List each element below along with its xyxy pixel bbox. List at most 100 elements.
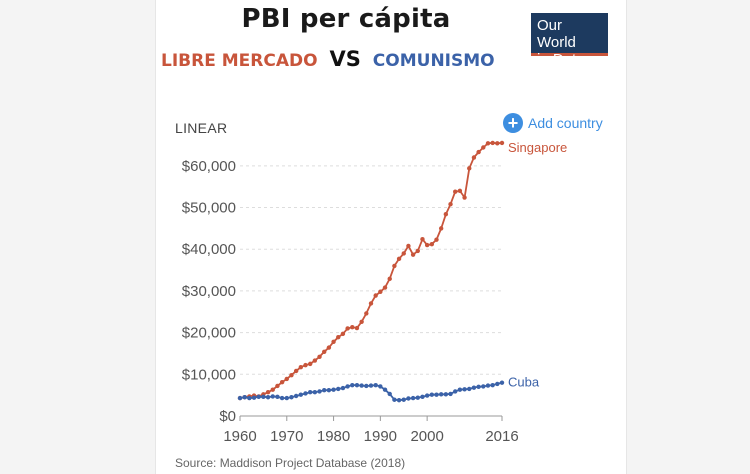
data-point-singapore (396, 256, 402, 262)
data-point-cuba (495, 381, 500, 387)
data-point-singapore (265, 390, 271, 395)
data-point-singapore (481, 145, 486, 150)
data-point-cuba (279, 395, 285, 401)
data-point-singapore (373, 293, 378, 298)
data-point-singapore (392, 263, 397, 269)
scale-toggle[interactable]: LINEAR (175, 120, 228, 136)
data-point-singapore (471, 155, 477, 160)
data-point-singapore (275, 383, 280, 389)
data-point-singapore (270, 387, 275, 392)
data-point-cuba (396, 397, 402, 403)
data-point-singapore (368, 301, 374, 306)
chart-title: PBI per cápita (241, 4, 451, 34)
data-point-singapore (331, 339, 336, 344)
data-point-singapore (424, 242, 430, 248)
owid-logo[interactable]: Our World in Data (531, 13, 608, 68)
data-point-cuba (485, 383, 491, 388)
data-point-cuba (242, 395, 247, 400)
data-point-cuba (289, 395, 294, 400)
data-point-singapore (401, 251, 406, 256)
data-point-singapore (499, 140, 505, 146)
data-point-singapore (317, 354, 322, 359)
data-point-cuba (298, 392, 304, 397)
data-point-singapore (345, 326, 350, 331)
data-point-cuba (457, 387, 463, 392)
data-point-cuba (322, 387, 327, 393)
data-point-cuba (420, 394, 425, 400)
data-point-cuba (392, 397, 397, 402)
data-point-cuba (293, 393, 299, 399)
data-point-cuba (326, 387, 332, 393)
data-point-cuba (340, 385, 346, 391)
data-point-cuba (415, 395, 420, 400)
data-point-singapore (378, 289, 383, 294)
source-note: Source: Maddison Project Database (2018) (175, 456, 406, 470)
data-point-singapore (406, 243, 411, 249)
data-point-singapore (495, 141, 500, 146)
data-point-cuba (359, 383, 364, 388)
data-point-singapore (312, 358, 318, 363)
data-point-singapore (359, 319, 364, 324)
y-tick-label: $30,000 (182, 283, 236, 300)
data-point-cuba (378, 384, 383, 389)
y-tick-label: $0 (219, 408, 236, 425)
data-point-cuba (265, 395, 271, 400)
data-point-cuba (467, 386, 472, 392)
data-point-cuba (410, 395, 416, 401)
add-country-button[interactable]: + Add country (503, 112, 603, 134)
data-point-singapore (279, 380, 285, 385)
y-tick-label: $20,000 (182, 325, 236, 342)
data-point-cuba (401, 397, 406, 402)
data-point-cuba (336, 386, 341, 392)
chart-card: PBI per cápita LIBRE MERCADO VS COMUNISM… (155, 0, 627, 474)
x-tick-label: 1960 (223, 428, 256, 445)
subtitle-vs: VS (329, 47, 361, 71)
data-point-cuba (270, 394, 275, 399)
add-country-label: Add country (528, 115, 603, 131)
x-tick-label: 1990 (364, 428, 397, 445)
data-point-cuba (476, 384, 481, 390)
data-point-singapore (284, 376, 289, 382)
data-point-cuba (312, 390, 318, 395)
subtitle-left: LIBRE MERCADO (161, 51, 318, 71)
data-point-singapore (434, 237, 439, 242)
data-point-singapore (410, 252, 416, 257)
data-point-singapore (467, 166, 472, 171)
series-label-singapore: Singapore (508, 140, 567, 155)
logo-line-1: Our World (537, 17, 576, 51)
data-point-cuba (364, 383, 369, 389)
data-point-cuba (438, 392, 444, 397)
y-tick-label: $10,000 (182, 366, 236, 383)
data-point-cuba (499, 380, 505, 385)
data-point-singapore (336, 335, 341, 340)
data-point-singapore (364, 311, 369, 316)
data-point-singapore (303, 362, 308, 368)
data-point-singapore (293, 368, 299, 374)
y-tick-label: $60,000 (182, 158, 236, 175)
data-point-cuba (275, 394, 280, 400)
data-point-cuba (471, 385, 477, 390)
data-point-cuba (317, 389, 322, 394)
data-point-singapore (289, 372, 294, 378)
plus-circle-icon: + (503, 113, 523, 133)
data-point-singapore (443, 212, 449, 217)
logo-line-2: in Data (537, 51, 585, 68)
data-point-singapore (457, 188, 463, 194)
data-point-cuba (453, 389, 458, 394)
data-point-singapore (429, 242, 435, 247)
data-point-cuba (424, 393, 430, 398)
y-tick-label: $50,000 (182, 200, 236, 217)
data-point-singapore (307, 361, 313, 367)
x-tick-label: 2000 (410, 428, 443, 445)
data-point-cuba (382, 387, 388, 392)
x-tick-label: 1970 (270, 428, 303, 445)
data-point-singapore (354, 325, 360, 331)
data-point-singapore (350, 324, 355, 330)
data-point-cuba (251, 395, 257, 400)
subtitle-right: COMUNISMO (372, 51, 495, 71)
data-point-cuba (331, 387, 336, 392)
data-point-singapore (453, 189, 458, 194)
y-tick-label: $40,000 (182, 241, 236, 258)
data-point-singapore (476, 149, 481, 155)
data-point-cuba (387, 391, 392, 397)
